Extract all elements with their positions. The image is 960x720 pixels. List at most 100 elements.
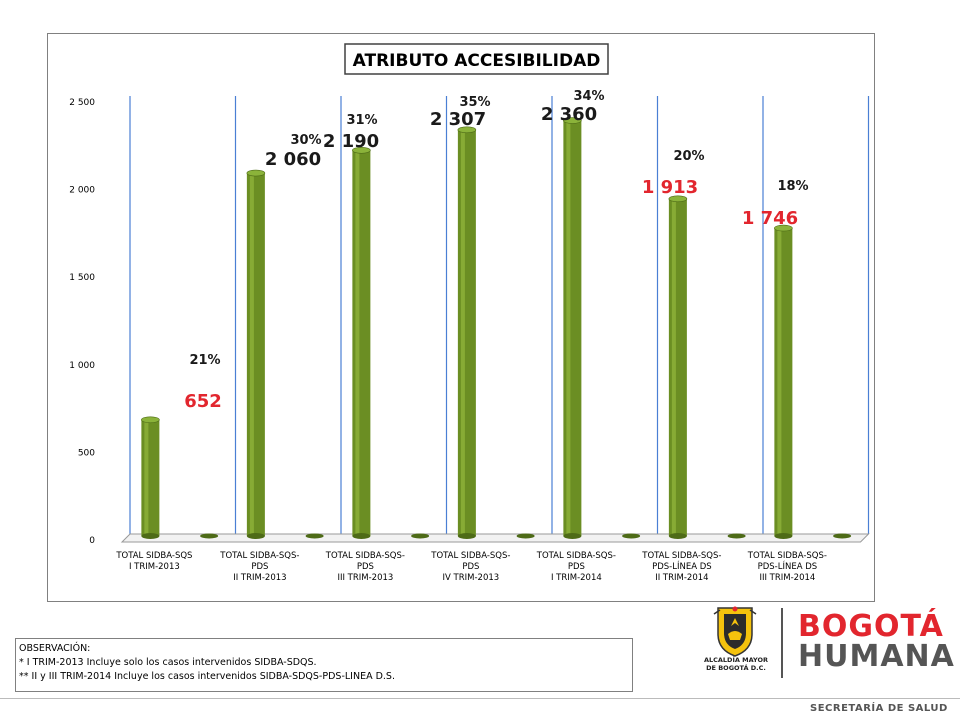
chart-floor — [120, 533, 870, 543]
bar-cap — [668, 195, 688, 203]
bogota-logo-top: BOGOTÁ — [798, 609, 944, 644]
bar-chart: 0 500 1 000 1 500 2 000 2 500 652 21% TOTAL SID… — [69, 43, 870, 583]
value-label: 2 360 — [541, 104, 597, 125]
alcaldia-text: ALCALDÍA MAYOR DE BOGOTÁ D.C. — [690, 656, 782, 672]
observation-box: OBSERVACIÓN: * I TRIM-2013 Incluye solo … — [15, 638, 633, 692]
bar-cap — [141, 416, 160, 424]
bar-base — [563, 533, 582, 539]
bar-highlight — [671, 198, 676, 536]
bar-highlight — [777, 228, 782, 536]
bar-base — [457, 533, 476, 539]
category-label: II TRIM-2014 — [655, 573, 708, 583]
bar-cap — [246, 169, 266, 177]
bar-highlight — [355, 150, 360, 536]
bar-base — [352, 533, 371, 539]
bar-base — [774, 533, 793, 539]
y-tick-label: 500 — [78, 448, 95, 458]
bar — [457, 126, 535, 539]
bar-body — [457, 129, 476, 536]
category-label: TOTAL SIDBA-SQS- — [641, 551, 721, 561]
bar-body — [563, 120, 582, 536]
percent-label: 30% — [290, 133, 321, 148]
chart-title-group: ATRIBUTO ACCESIBILIDAD — [344, 43, 609, 75]
category-label: I TRIM-2014 — [551, 573, 602, 583]
empty-bar-disc — [411, 533, 430, 539]
category-label: PDS — [568, 562, 585, 572]
category-label: TOTAL SIDBA-SQS- — [219, 551, 299, 561]
bar — [668, 195, 746, 539]
bar-body — [141, 419, 160, 536]
value-label: 1 913 — [642, 177, 698, 198]
bar-cap — [352, 147, 371, 154]
bar-body — [246, 173, 265, 536]
y-tick-label: 2 500 — [69, 98, 95, 108]
bar-cap — [774, 224, 793, 232]
bar-highlight — [249, 173, 254, 536]
observation-title: OBSERVACIÓN: — [19, 643, 91, 654]
chart-title-box — [344, 43, 609, 75]
observation-line-1: * I TRIM-2013 Incluye solo los casos int… — [19, 657, 317, 668]
category-label: II TRIM-2013 — [233, 573, 286, 583]
category-label: TOTAL SIDBA-SQS- — [747, 551, 827, 561]
observation-line-2: ** II y III TRIM-2014 Incluye los casos … — [19, 671, 395, 682]
percent-label: 31% — [346, 113, 377, 128]
bar — [563, 117, 641, 539]
bar-base — [141, 533, 160, 539]
category-label: PDS-LÍNEA DS — [652, 560, 712, 572]
percent-label: 18% — [777, 179, 808, 194]
alcaldia-line-1: ALCALDÍA MAYOR — [703, 656, 769, 664]
category-label: PDS — [251, 562, 268, 572]
category-label: TOTAL SIDBA-SQS- — [536, 551, 616, 561]
empty-bar-disc — [305, 533, 324, 539]
category-label: TOTAL SIDBA-SQS- — [325, 551, 405, 561]
empty-bar-disc — [727, 533, 746, 539]
category-label: PDS — [357, 562, 374, 572]
bar-base — [668, 533, 687, 539]
value-label: 2 060 — [265, 149, 321, 170]
percent-label: 21% — [189, 353, 220, 368]
category-label: III TRIM-2013 — [337, 573, 393, 583]
bogota-humana-logo: BOGOTÁ HUMANA — [798, 609, 955, 674]
percent-label: 35% — [459, 95, 490, 110]
empty-bar-disc — [200, 533, 219, 539]
percent-label: 20% — [673, 149, 704, 164]
bar-cap — [457, 126, 477, 134]
bar-highlight — [566, 120, 571, 536]
footer-divider — [0, 698, 960, 699]
y-tick-label: 2 000 — [69, 186, 95, 196]
category-label: TOTAL SIDBA-SQS- — [430, 551, 510, 561]
bars-layer — [141, 117, 852, 539]
bar-highlight — [460, 129, 465, 536]
bar-highlight — [144, 419, 149, 536]
category-label: I TRIM-2013 — [129, 562, 180, 572]
bar-cap — [563, 117, 582, 124]
alcaldia-shield-logo — [713, 606, 757, 657]
empty-bar-disc — [622, 533, 641, 539]
chart-frame: 0 500 1 000 1 500 2 000 2 500 652 21% TOTAL SID… — [47, 33, 875, 602]
value-label: 652 — [184, 391, 222, 412]
y-tick-label: 1 000 — [69, 361, 95, 371]
value-label: 1 746 — [742, 208, 798, 229]
category-label: PDS — [462, 562, 479, 572]
chart-title: ATRIBUTO ACCESIBILIDAD — [353, 51, 601, 71]
category-label: IV TRIM-2013 — [443, 573, 500, 583]
alcaldia-line-2: DE BOGOTÁ D.C. — [706, 664, 766, 672]
percent-label: 34% — [573, 89, 604, 104]
bar — [352, 147, 430, 539]
bar — [246, 169, 324, 539]
category-label: III TRIM-2014 — [759, 573, 815, 583]
category-label: TOTAL SIDBA-SQS — [115, 551, 192, 561]
bar — [141, 416, 219, 539]
value-label: 2 190 — [323, 131, 379, 152]
logo-divider — [781, 608, 783, 678]
y-tick-label: 1 500 — [69, 273, 95, 283]
bar-body — [774, 228, 793, 536]
bar-base — [246, 533, 265, 539]
bar — [774, 224, 852, 539]
grid-layer — [129, 96, 870, 534]
value-label: 2 307 — [430, 109, 486, 130]
bar-body — [668, 198, 687, 536]
bogota-logo-bottom: HUMANA — [798, 639, 955, 674]
bar-body — [352, 150, 371, 536]
